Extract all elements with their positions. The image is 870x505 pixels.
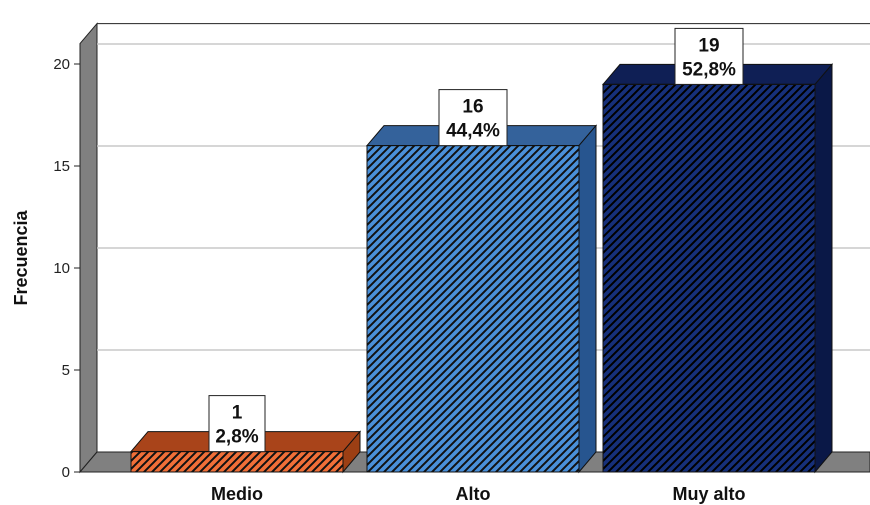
y-tick-label: 20: [53, 56, 70, 73]
data-label-percent: 52,8%: [682, 59, 736, 80]
data-label-percent: 2,8%: [215, 427, 258, 448]
left-wall: [79, 22, 98, 474]
bar-alto: [365, 124, 598, 474]
x-tick-label: Medio: [211, 484, 263, 504]
data-labels: 1 2,8% 16 44,4% 19 52,8%: [208, 27, 744, 453]
data-label: 1 2,8%: [208, 395, 266, 453]
data-label-box: [674, 27, 744, 85]
y-tick-label: 10: [53, 260, 70, 277]
data-label-count: 19: [698, 35, 719, 56]
data-label-box: [208, 395, 266, 453]
y-tick-label: 15: [53, 158, 70, 175]
bar-medio: [129, 430, 362, 474]
bar-side: [578, 124, 597, 474]
y-axis: 0 5 10 15 20: [53, 43, 81, 481]
x-axis: Medio Alto Muy alto: [211, 484, 746, 504]
data-label-count: 16: [462, 97, 483, 118]
bars: [129, 63, 834, 474]
bar-muy-alto: [601, 63, 834, 474]
data-label-percent: 44,4%: [446, 121, 500, 142]
bar-side: [814, 63, 833, 474]
y-tick-label: 5: [62, 362, 70, 379]
x-tick-label: Muy alto: [672, 484, 745, 504]
bar-hatch: [130, 451, 344, 473]
y-axis-title: Frecuencia: [11, 209, 31, 305]
x-tick-label: Alto: [456, 484, 491, 504]
data-label-box: [438, 89, 508, 147]
data-label: 16 44,4%: [438, 89, 508, 147]
bar-hatch: [602, 83, 816, 473]
data-label-count: 1: [232, 403, 243, 424]
bar-hatch: [366, 145, 580, 473]
y-tick-label: 0: [62, 464, 70, 481]
data-label: 19 52,8%: [674, 27, 744, 85]
